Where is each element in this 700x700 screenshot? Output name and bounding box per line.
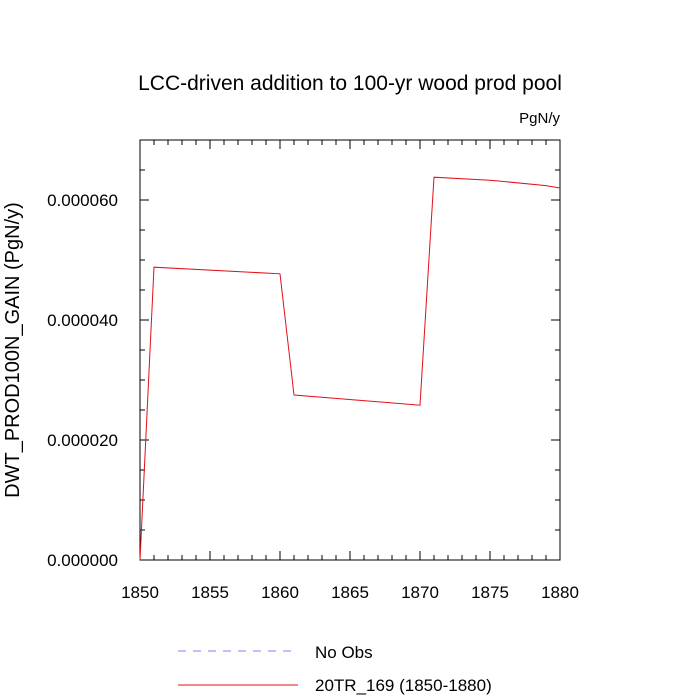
x-tick-label: 1855 xyxy=(191,583,229,602)
y-tick-label: 0.000040 xyxy=(47,311,118,330)
units-label: PgN/y xyxy=(519,110,560,127)
series-line-1 xyxy=(139,176,561,561)
series-lines xyxy=(139,176,561,561)
x-tick-label: 1865 xyxy=(331,583,369,602)
plot-area xyxy=(139,139,561,561)
y-tick-label: 0.000000 xyxy=(47,551,118,570)
chart-title: LCC-driven addition to 100-yr wood prod … xyxy=(138,72,562,95)
x-tick-label: 1860 xyxy=(261,583,299,602)
axis-ticks xyxy=(139,139,561,561)
legend-label-20tr-169: 20TR_169 (1850-1880) xyxy=(315,676,492,695)
y-axis-label: DWT_PROD100N_GAIN (PgN/y) xyxy=(2,202,24,498)
plot-frame xyxy=(139,139,561,561)
legend: No Obs 20TR_169 (1850-1880) xyxy=(178,643,492,695)
legend-label-no-obs: No Obs xyxy=(315,643,373,662)
y-tick-labels: 0.000000 0.000020 0.000040 0.000060 xyxy=(47,191,118,570)
y-tick-label: 0.000060 xyxy=(47,191,118,210)
x-tick-label: 1870 xyxy=(401,583,439,602)
x-tick-label: 1880 xyxy=(541,583,579,602)
y-tick-label: 0.000020 xyxy=(47,431,118,450)
x-tick-label: 1850 xyxy=(121,583,159,602)
x-tick-label: 1875 xyxy=(471,583,509,602)
x-tick-labels: 1850 1855 1860 1865 1870 1875 1880 xyxy=(121,583,579,602)
